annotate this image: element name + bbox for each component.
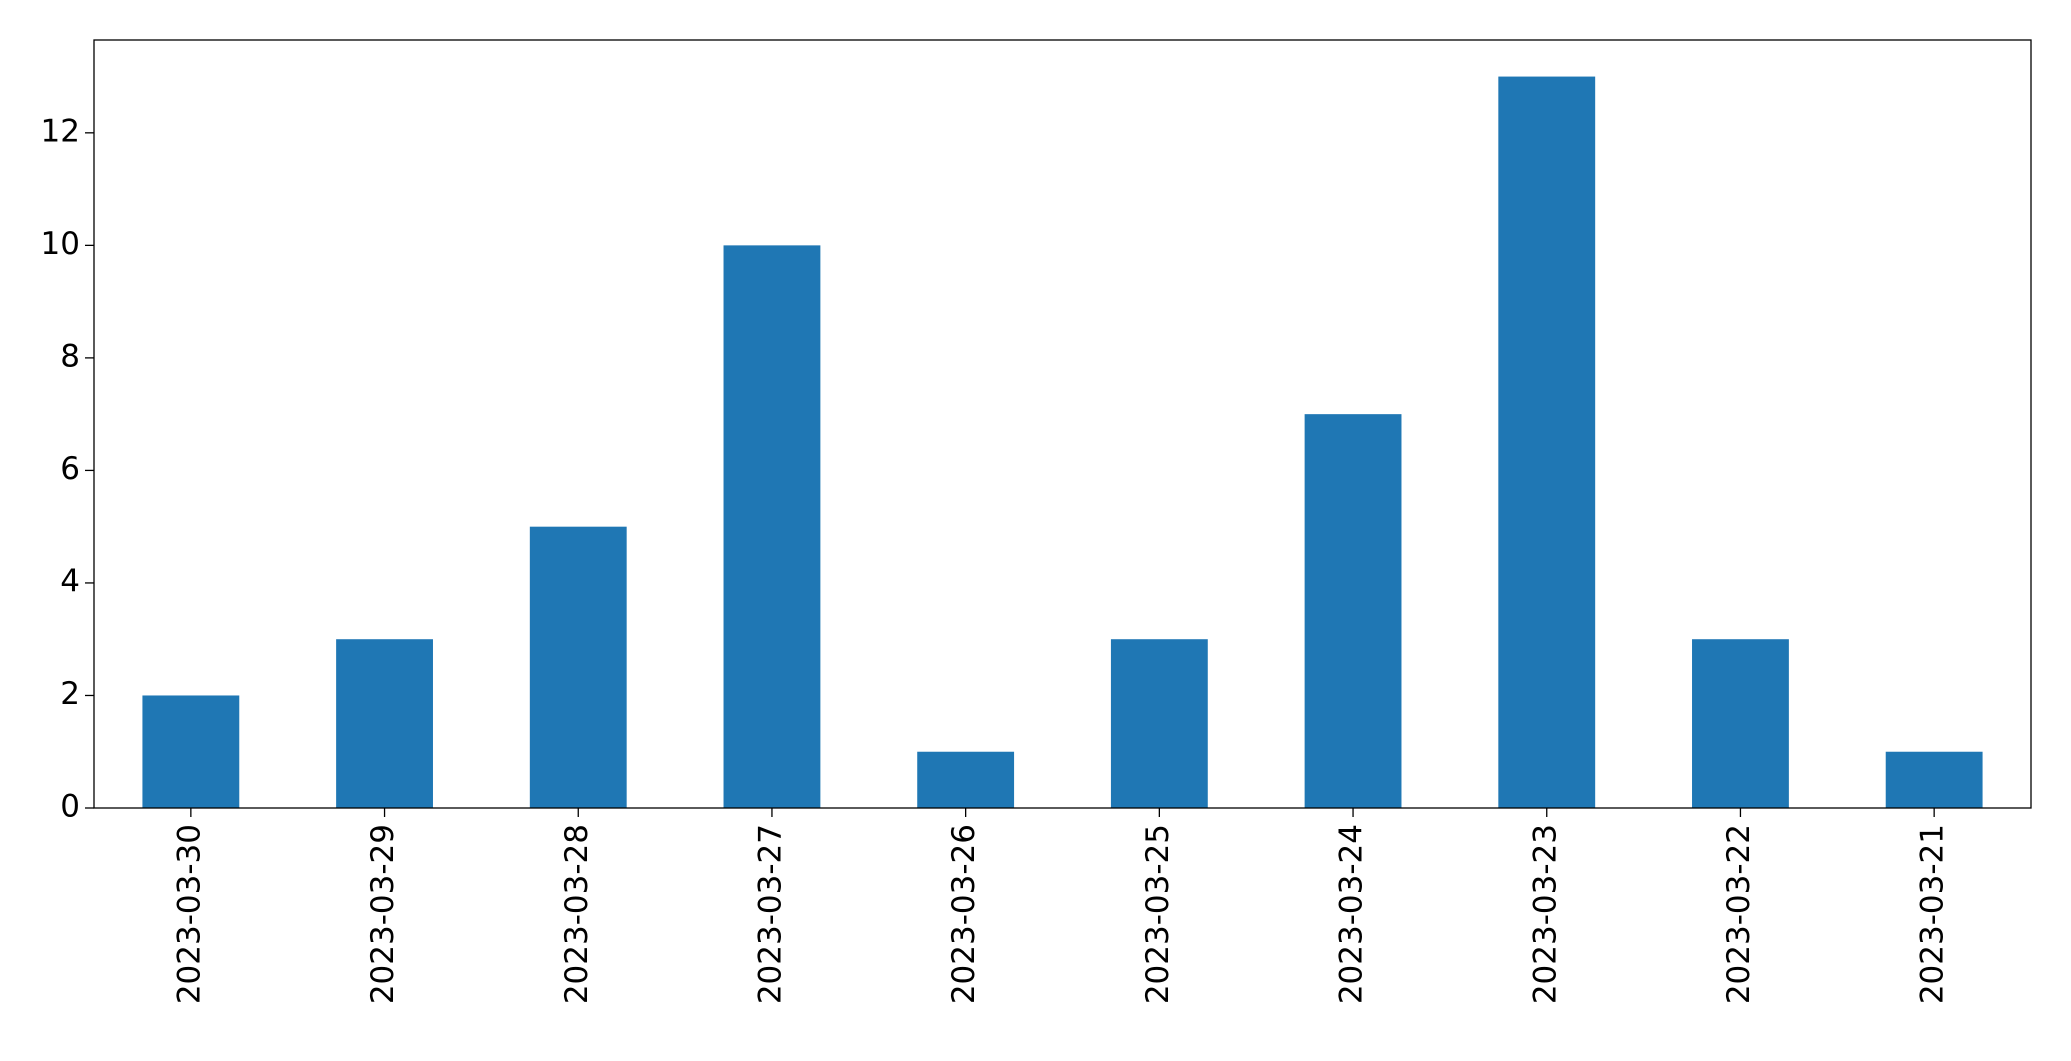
y-tick-label: 6 <box>60 451 80 487</box>
bar <box>1692 639 1789 808</box>
bar <box>336 639 433 808</box>
y-tick-label: 10 <box>41 226 80 262</box>
y-tick-label: 0 <box>60 789 80 825</box>
x-tick-label: 2023-03-24 <box>1334 824 1370 1004</box>
plot-frame <box>93 39 2032 809</box>
x-tick-label: 2023-03-30 <box>171 824 207 1004</box>
bar <box>1304 414 1402 808</box>
x-tick-label: 2023-03-29 <box>365 824 401 1004</box>
x-tick-label: 2023-03-27 <box>752 824 788 1004</box>
x-tick-label: 2023-03-26 <box>946 824 982 1004</box>
y-tick-label: 4 <box>60 563 80 599</box>
bar <box>529 526 627 808</box>
x-tick-label: 2023-03-25 <box>1140 824 1176 1004</box>
bar <box>142 695 240 808</box>
x-tick-label: 2023-03-28 <box>559 824 595 1004</box>
bar <box>1498 76 1596 809</box>
bar <box>917 751 1015 808</box>
bar <box>723 245 821 808</box>
bar <box>1885 751 1983 808</box>
bar <box>1110 639 1208 808</box>
x-tick-label: 2023-03-23 <box>1527 824 1563 1004</box>
y-tick-label: 8 <box>60 338 80 374</box>
y-tick-label: 2 <box>60 676 80 712</box>
x-tick-label: 2023-03-21 <box>1915 824 1951 1004</box>
y-tick-label: 12 <box>41 113 80 149</box>
x-tick-label: 2023-03-22 <box>1721 824 1757 1004</box>
